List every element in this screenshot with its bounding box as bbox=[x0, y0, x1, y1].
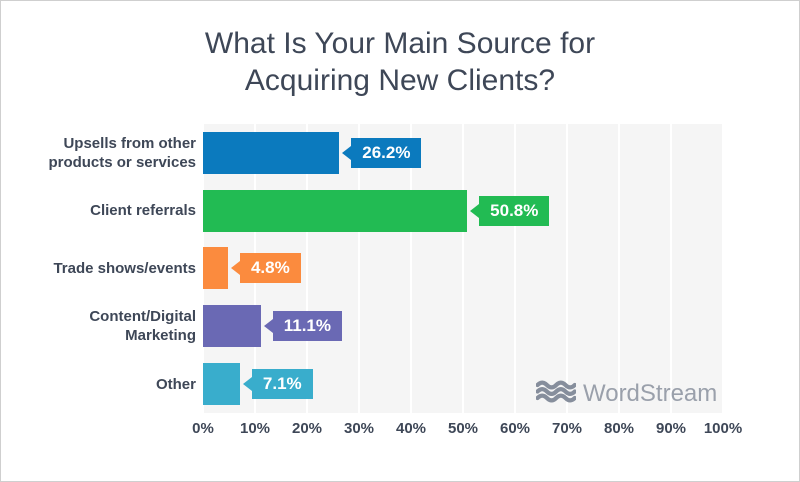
gridline-80% bbox=[618, 124, 620, 413]
category-label-line: Trade shows/events bbox=[53, 259, 196, 277]
value-label-pointer bbox=[470, 203, 480, 218]
bar-row: 26.2% bbox=[203, 124, 723, 182]
category-label-line: Marketing bbox=[125, 327, 196, 345]
x-tick-label: 90% bbox=[655, 420, 687, 437]
gridline-50% bbox=[462, 124, 464, 413]
value-label-pointer bbox=[230, 261, 240, 276]
bar-26.2% bbox=[203, 131, 340, 174]
x-tick-label: 10% bbox=[239, 420, 271, 437]
value-label-text: 7.1% bbox=[251, 369, 313, 400]
x-tick-label: 0% bbox=[192, 420, 214, 437]
x-tick-label: 40% bbox=[395, 420, 427, 437]
wordstream-watermark: WordStream bbox=[535, 380, 718, 408]
bar-7.1% bbox=[203, 363, 240, 406]
category-label: Other bbox=[19, 355, 196, 413]
category-label-line: Client referrals bbox=[90, 202, 196, 220]
gridline-100% bbox=[722, 124, 724, 413]
category-label: Trade shows/events bbox=[19, 240, 196, 298]
x-tick-label: 80% bbox=[603, 420, 635, 437]
category-label: Client referrals bbox=[19, 182, 196, 240]
category-axis: Upsells from other products or services Cl… bbox=[19, 124, 196, 413]
bar-row: 7.1% bbox=[203, 355, 723, 413]
x-tick-label: 20% bbox=[291, 420, 323, 437]
gridline-90% bbox=[670, 124, 672, 413]
value-label: 4.8% bbox=[230, 253, 301, 284]
bar-4.8% bbox=[203, 247, 228, 290]
x-tick-label: 50% bbox=[447, 420, 479, 437]
gridline-40% bbox=[410, 124, 412, 413]
gridline-30% bbox=[358, 124, 360, 413]
bar-row: 50.8% bbox=[203, 182, 723, 240]
bar-50.8% bbox=[203, 189, 468, 232]
chart-title-line1: What Is Your Main Source for bbox=[204, 27, 596, 60]
category-label-line: Upsells from other bbox=[63, 134, 196, 152]
bar-11.1% bbox=[203, 305, 261, 348]
bar-row: 4.8% bbox=[203, 240, 723, 298]
plot-area: 26.2% 50.8% 4.8% 11.1% 7.1% bbox=[202, 124, 724, 413]
x-tick-label: 70% bbox=[551, 420, 583, 437]
value-label-text: 50.8% bbox=[479, 195, 550, 226]
chart-title-line2: Acquiring New Clients? bbox=[244, 64, 556, 97]
gridline-20% bbox=[306, 124, 308, 413]
gridline-70% bbox=[566, 124, 568, 413]
value-label-text: 4.8% bbox=[239, 253, 301, 284]
category-label: Content/Digital Marketing bbox=[19, 297, 196, 355]
value-label-pointer bbox=[242, 377, 252, 392]
x-axis: 0% 10% 20% 30% 40% 50% 60% 70% 80% 90% 100% bbox=[192, 420, 742, 440]
value-label-pointer bbox=[263, 319, 273, 334]
value-label-text: 11.1% bbox=[272, 311, 342, 342]
value-label: 7.1% bbox=[242, 369, 313, 400]
category-label-line: Other bbox=[155, 375, 196, 393]
gridline-60% bbox=[514, 124, 516, 413]
waves-icon bbox=[535, 380, 577, 408]
value-label: 50.8% bbox=[470, 195, 550, 226]
chart-title: What Is Your Main Source for Acquiring N… bbox=[1, 25, 799, 99]
x-tick-label: 100% bbox=[703, 420, 743, 437]
value-label-text: 26.2% bbox=[351, 137, 422, 168]
value-label: 26.2% bbox=[342, 137, 422, 168]
x-tick-label: 30% bbox=[343, 420, 375, 437]
category-label: Upsells from other products or services bbox=[19, 124, 196, 182]
wordstream-brand-text: WordStream bbox=[583, 380, 718, 407]
category-label-line: Content/Digital bbox=[89, 308, 196, 326]
x-tick-label: 60% bbox=[499, 420, 531, 437]
value-label-pointer bbox=[342, 145, 352, 160]
bar-row: 11.1% bbox=[203, 297, 723, 355]
value-label: 11.1% bbox=[263, 311, 342, 342]
category-label-line: products or services bbox=[48, 153, 196, 171]
